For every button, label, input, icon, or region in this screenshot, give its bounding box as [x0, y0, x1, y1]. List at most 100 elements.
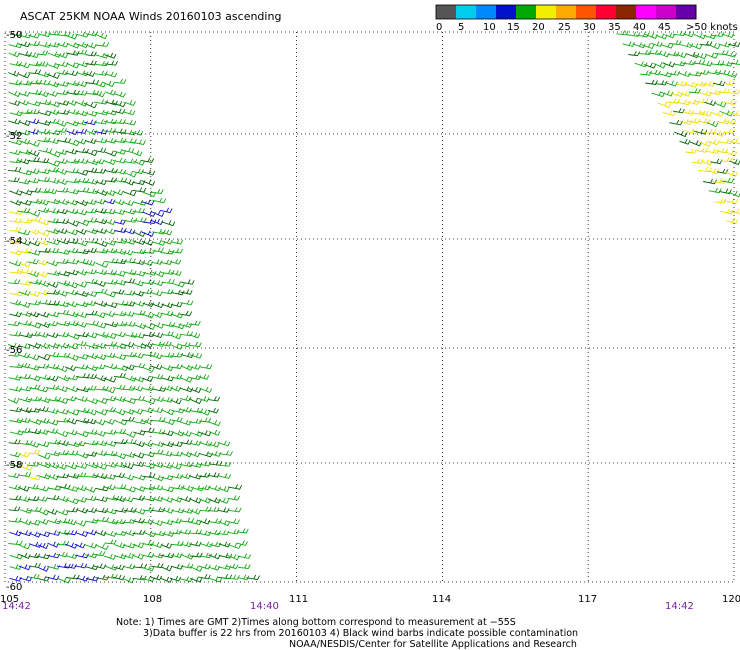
wind-barb — [8, 439, 21, 445]
wind-barb — [160, 375, 175, 382]
wind-barb — [226, 518, 240, 525]
wind-barb — [179, 330, 194, 337]
wind-barb — [664, 32, 676, 39]
wind-barb — [36, 406, 49, 412]
wind-barb — [719, 188, 732, 195]
wind-barb — [36, 50, 49, 56]
wind-barb — [37, 531, 51, 538]
wind-barb — [83, 70, 96, 77]
wind-barb — [724, 198, 739, 204]
wind-barb — [170, 484, 185, 490]
wind-barb — [46, 419, 59, 426]
wind-barb — [131, 385, 144, 392]
wind-barb — [94, 81, 107, 88]
wind-barb — [74, 463, 88, 469]
wind-barb — [47, 178, 60, 184]
wind-barb — [657, 101, 672, 108]
wind-barb — [712, 130, 725, 137]
wind-barb — [18, 90, 31, 97]
wind-barb — [190, 485, 205, 492]
wind-barb — [170, 441, 184, 448]
wind-barb — [85, 60, 97, 66]
wind-barb — [46, 450, 61, 457]
wind-barb — [56, 178, 68, 185]
wind-barb — [198, 409, 211, 416]
wind-barb — [636, 32, 650, 38]
wind-barb — [179, 395, 192, 402]
wind-barb — [682, 109, 694, 116]
wind-barb — [65, 208, 79, 215]
wind-barb — [180, 376, 193, 383]
wind-barb — [66, 229, 79, 236]
wind-barb — [85, 495, 97, 501]
wind-barb — [56, 417, 71, 423]
wind-barb — [227, 484, 243, 490]
wind-barb — [27, 396, 42, 402]
wind-barb — [36, 239, 50, 246]
wind-barb — [188, 418, 203, 424]
wind-barb — [638, 49, 652, 55]
wind-barb — [47, 51, 62, 58]
wind-barb — [85, 310, 98, 316]
wind-barbs-layer — [7, 30, 740, 584]
wind-barb — [160, 486, 175, 493]
wind-barb — [113, 472, 125, 479]
wind-barb — [94, 240, 109, 247]
wind-barb — [93, 419, 106, 426]
wind-barb — [160, 496, 174, 503]
wind-barb — [728, 59, 740, 66]
wind-barb — [161, 289, 174, 295]
wind-barb — [17, 248, 33, 254]
wind-barb — [712, 178, 727, 184]
wind-barb — [85, 247, 97, 253]
wind-barb — [94, 409, 108, 416]
wind-barb — [76, 70, 89, 77]
wind-barb — [36, 61, 49, 67]
wind-barb — [152, 228, 166, 235]
wind-barb — [65, 365, 77, 372]
wind-barb — [37, 509, 50, 516]
wind-barb — [131, 553, 145, 560]
wind-barb — [160, 552, 175, 559]
wind-barb — [699, 140, 712, 147]
wind-barb — [28, 32, 40, 39]
wind-barb — [103, 332, 117, 339]
wind-barb — [170, 352, 184, 358]
wind-barb — [8, 217, 22, 224]
wind-barb — [170, 270, 182, 277]
wind-barb — [132, 352, 144, 359]
wind-barb — [113, 310, 127, 317]
colorbar-label: 10 — [483, 22, 496, 33]
wind-barb — [141, 157, 155, 164]
wind-barb — [696, 147, 708, 153]
wind-barb — [103, 553, 117, 560]
wind-barb — [27, 150, 40, 157]
wind-barb — [55, 168, 68, 175]
wind-barb — [74, 562, 88, 569]
wind-barb — [151, 311, 163, 318]
wind-barb — [56, 52, 69, 59]
wind-barb — [705, 148, 720, 154]
wind-barb — [46, 332, 59, 339]
wind-barb — [65, 99, 77, 106]
wind-barb — [122, 321, 136, 327]
wind-barb — [180, 517, 195, 523]
wind-barb — [85, 398, 99, 405]
wind-barb — [218, 541, 231, 548]
wind-barb — [122, 496, 134, 503]
wind-barb — [28, 573, 40, 580]
colorbar-label: 5 — [458, 22, 464, 33]
wind-barb — [142, 385, 155, 392]
wind-barb — [95, 248, 109, 254]
wind-barb — [188, 364, 201, 370]
wind-barb — [170, 398, 182, 405]
wind-barb — [199, 440, 213, 447]
wind-barb — [113, 137, 127, 143]
wind-barb — [95, 507, 109, 514]
wind-barb — [667, 51, 680, 57]
wind-barb — [104, 150, 118, 157]
wind-barb — [28, 331, 41, 337]
wind-barb — [150, 290, 163, 297]
wind-barb — [104, 177, 118, 183]
wind-barb — [75, 331, 90, 338]
